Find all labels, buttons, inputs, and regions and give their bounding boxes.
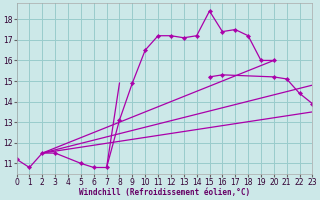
- X-axis label: Windchill (Refroidissement éolien,°C): Windchill (Refroidissement éolien,°C): [79, 188, 250, 197]
